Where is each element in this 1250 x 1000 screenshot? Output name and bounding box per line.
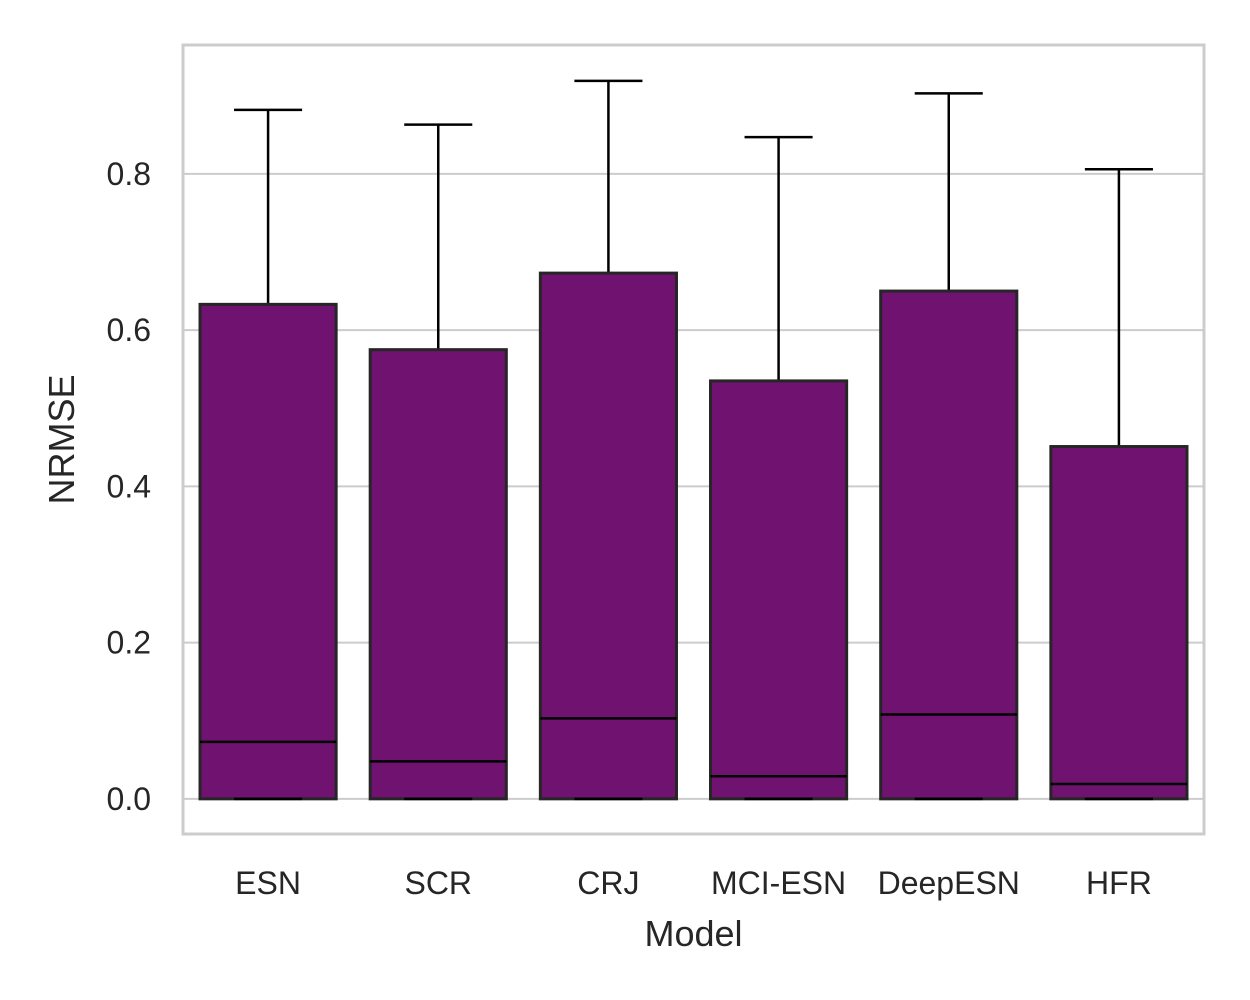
box-group-crj [538,79,678,801]
y-tick-label: 0.2 [107,625,151,661]
box-group-esn [198,108,338,801]
x-tick-label: HFR [1086,865,1152,901]
x-axis-label: Model [644,913,742,954]
y-tick-label: 0.4 [107,468,151,504]
iqr-box [198,302,338,801]
box-group-deepesn [879,92,1019,801]
box-group-scr [368,123,508,801]
y-tick-labels: 0.0 0.2 0.4 0.6 0.8 [107,156,151,817]
boxes [198,79,1189,801]
y-tick-label: 0.8 [107,156,151,192]
x-tick-label: MCI-ESN [711,865,846,901]
x-tick-labels: ESN SCR CRJ MCI-ESN DeepESN HFR [235,865,1152,901]
y-axis-label: NRMSE [41,374,82,504]
y-tick-label: 0.6 [107,312,151,348]
iqr-box [1049,445,1189,801]
iqr-box [538,271,678,801]
plot-frame [181,43,1206,836]
iqr-box [879,289,1019,801]
y-gridlines [183,172,1204,800]
x-tick-label: SCR [404,865,472,901]
box-group-mci-esn [709,135,849,801]
x-tick-label: DeepESN [878,865,1020,901]
y-tick-label: 0.0 [107,781,151,817]
x-tick-label: ESN [235,865,301,901]
iqr-box [709,379,849,801]
iqr-box [368,348,508,801]
x-tick-label: CRJ [577,865,639,901]
box-group-hfr [1049,167,1189,801]
